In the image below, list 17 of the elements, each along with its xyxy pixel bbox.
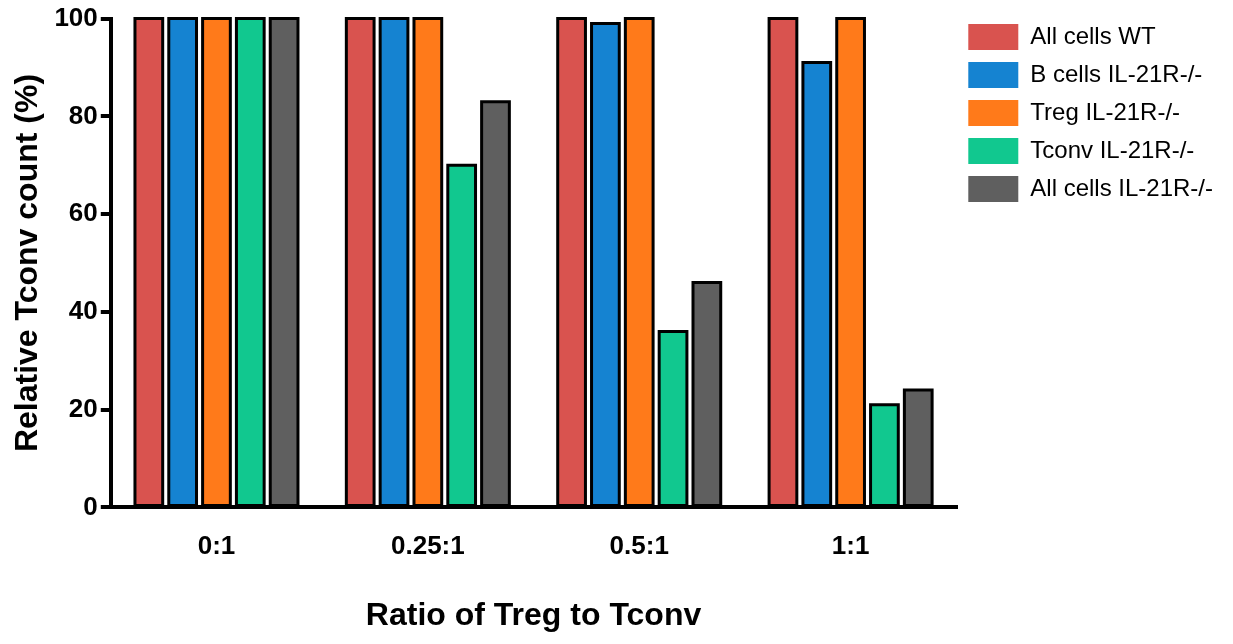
legend-label: Treg IL-21R-/- bbox=[1030, 97, 1181, 125]
x-tick-label: 1:1 bbox=[831, 530, 870, 561]
legend-label: All cells IL-21R-/- bbox=[1030, 173, 1214, 201]
y-tick-label: 20 bbox=[68, 392, 98, 423]
y-tick-label: 60 bbox=[68, 197, 98, 228]
x-tick-label: 0:1 bbox=[197, 530, 236, 561]
y-tick-label: 0 bbox=[83, 490, 98, 521]
legend-label: All cells WT bbox=[1030, 21, 1156, 49]
legend-label: B cells IL-21R-/- bbox=[1030, 59, 1203, 87]
x-tick-label: 0.25:1 bbox=[390, 530, 465, 561]
x-tick-label: 0.5:1 bbox=[609, 530, 669, 561]
y-axis-title: Relative Tconv count (%) bbox=[8, 73, 45, 453]
legend-label: Tconv IL-21R-/- bbox=[1030, 135, 1195, 163]
x-axis-title: Ratio of Treg to Tconv bbox=[365, 595, 702, 632]
y-tick-label: 40 bbox=[68, 295, 98, 326]
y-tick-label: 100 bbox=[54, 1, 98, 32]
y-tick-label: 80 bbox=[68, 99, 98, 130]
